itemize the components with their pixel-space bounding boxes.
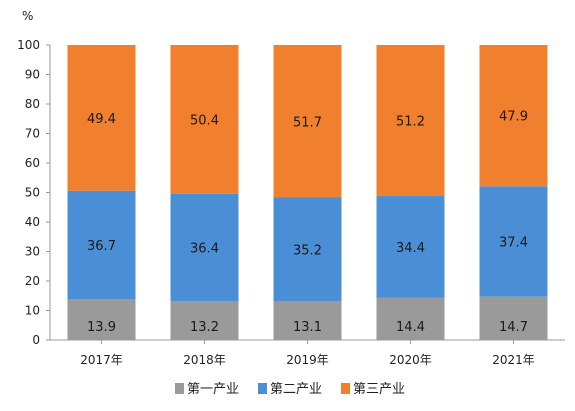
legend-label-3: 第三产业	[353, 382, 405, 397]
x-tick-label: 2020年	[389, 353, 432, 367]
y-tick-label: 50	[25, 186, 40, 200]
x-tick-label: 2017年	[80, 353, 123, 367]
bar-segment-1	[376, 297, 445, 340]
x-tick-label: 2018年	[183, 353, 226, 367]
data-label: 14.4	[396, 320, 425, 335]
data-label: 49.4	[87, 112, 116, 127]
data-label: 47.9	[499, 110, 528, 125]
bar-segment-3	[376, 45, 445, 197]
data-label: 13.1	[293, 320, 322, 335]
data-label: 35.2	[293, 243, 322, 258]
bar-segment-3	[479, 45, 548, 187]
data-label: 13.2	[190, 320, 219, 335]
data-label: 51.2	[396, 115, 425, 130]
y-tick-label: 80	[25, 97, 40, 111]
data-label: 36.4	[190, 241, 219, 256]
bars: 13.9 36.7 49.4 13.2 36.4 50.4 13.1 35.2 51.7 14.4…	[67, 45, 548, 340]
data-label: 13.9	[87, 320, 116, 335]
data-label: 36.7	[87, 239, 116, 254]
legend-swatch-1	[175, 383, 184, 394]
y-tick-label: 100	[17, 38, 40, 52]
y-axis-ticks: 0 10 20 30 40 50 60 70 80 90 100	[17, 38, 50, 347]
legend-swatch-2	[258, 383, 267, 394]
data-label: 34.4	[396, 241, 425, 256]
bar-segment-2	[479, 186, 548, 297]
bar-segment-1	[479, 296, 548, 340]
y-tick-label: 20	[25, 274, 40, 288]
bar-segment-2	[67, 190, 136, 299]
data-label: 37.4	[499, 235, 528, 250]
legend: 第一产业 第二产业 第三产业	[175, 382, 405, 397]
legend-label-2: 第二产业	[270, 382, 322, 397]
bar-segment-2	[170, 193, 239, 302]
legend-label-1: 第一产业	[187, 382, 239, 397]
x-tick-label: 2021年	[492, 353, 535, 367]
bar-segment-1	[170, 301, 239, 340]
data-label: 51.7	[293, 115, 322, 130]
bar-segment-3	[273, 45, 342, 198]
y-tick-label: 40	[25, 215, 40, 229]
y-axis-unit: %	[22, 9, 33, 23]
data-label: 50.4	[190, 113, 219, 128]
bar-segment-1	[273, 301, 342, 340]
bar-segment-1	[67, 298, 136, 340]
bar-segment-3	[67, 45, 136, 191]
y-tick-label: 60	[25, 156, 40, 170]
y-tick-label: 70	[25, 127, 40, 141]
x-tick-label: 2019年	[286, 353, 329, 367]
data-label: 14.7	[499, 320, 528, 335]
y-tick-label: 10	[25, 304, 40, 318]
y-tick-label: 0	[32, 333, 40, 347]
bar-segment-3	[170, 45, 239, 194]
bar-segment-2	[376, 196, 445, 298]
y-tick-label: 30	[25, 245, 40, 259]
legend-swatch-3	[341, 383, 350, 394]
y-tick-label: 90	[25, 68, 40, 82]
bar-segment-2	[273, 197, 342, 302]
x-axis-ticks: 2017年 2018年 2019年 2020年 2021年	[80, 340, 535, 367]
